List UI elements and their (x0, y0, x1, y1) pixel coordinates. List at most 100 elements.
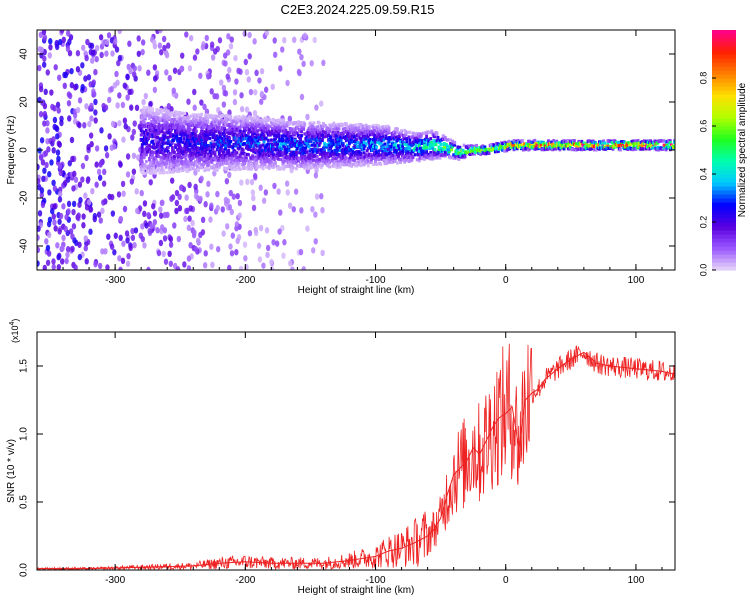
spectrogram-ridge-cell (240, 157, 244, 161)
spectrogram-ridge-cell (415, 136, 419, 140)
spectrogram-ridge-cell (218, 135, 222, 139)
spectrogram-ridge-cell (413, 153, 417, 157)
spectrogram-ridge-cell (158, 160, 162, 165)
spectrogram-ridge-cell (255, 161, 259, 165)
spectrogram-noise-cell (106, 32, 112, 39)
spectrogram-noise-cell (311, 247, 316, 254)
spectrogram-ridge-cell (432, 150, 436, 154)
spectrogram-ridge-cell (152, 171, 156, 175)
spectrogram-ridge-cell (580, 139, 584, 144)
spectrogram-noise-cell (121, 240, 126, 247)
spectrogram-ridge-cell (158, 162, 162, 167)
spectrogram-ridge-cell (246, 144, 249, 148)
spectrogram-noise-cell (200, 44, 206, 51)
spectrogram-noise-cell (65, 251, 70, 259)
spectrogram-ridge-cell (146, 114, 149, 118)
spectrogram-ridge-cell (338, 164, 342, 169)
spectrogram-ridge-cell (259, 144, 263, 148)
spectrogram-ridge-cell (389, 137, 393, 141)
spectrogram-ridge-cell (178, 114, 182, 118)
spectrogram-ridge-cell (328, 140, 332, 144)
spectrogram-noise-cell (297, 69, 302, 77)
spectrogram-ridge-cell (605, 146, 609, 150)
spectrogram-ridge-cell (483, 145, 487, 149)
spectrogram-noise-cell (155, 227, 160, 234)
spectrogram-ridge-cell (155, 125, 159, 130)
spectrogram-ridge-cell (311, 132, 315, 136)
spectrogram-ridge-cell (330, 159, 334, 163)
spectrogram-noise-cell (217, 37, 223, 44)
spectrogram-noise-cell (71, 185, 76, 192)
spectrogram-ridge-cell (238, 167, 242, 171)
spectrogram-ridge-cell (353, 134, 357, 139)
spectrogram-ridge-cell (309, 137, 313, 142)
spectrogram-ridge-cell (353, 143, 357, 148)
spectrogram-ridge-cell (566, 144, 570, 148)
spectrogram-ridge-cell (566, 139, 570, 143)
spectrogram-ridge-cell (212, 127, 216, 131)
spectrogram-noise-cell (199, 175, 204, 182)
spectrogram-noise-cell (37, 210, 43, 217)
spectrogram-noise-cell (177, 205, 183, 212)
spectrogram-noise-cell (174, 189, 180, 197)
spectrogram-ridge-cell (160, 138, 164, 142)
spectrogram-noise-cell (187, 181, 192, 189)
spectrogram-noise-cell (200, 229, 206, 236)
spectrogram-ridge-cell (210, 121, 214, 125)
spectrogram-ridge-cell (251, 165, 255, 169)
spectrogram-noise-cell (232, 89, 238, 96)
spectrogram-ridge-cell (431, 155, 435, 159)
spectrogram-ridge-cell (289, 121, 293, 125)
spectrogram-noise-cell (106, 233, 111, 240)
spectrogram-ridge-cell (351, 127, 355, 131)
spectrogram-ridge-cell (317, 143, 321, 147)
spectrogram-ridge-cell (152, 120, 156, 124)
spectrogram-ridge-cell (333, 164, 337, 168)
spectrogram-ridge-cell (139, 109, 143, 113)
spectrogram-ridge-cell (259, 126, 263, 131)
spectrogram-noise-cell (146, 211, 151, 219)
spectrogram-ridge-cell (344, 156, 348, 160)
spectrogram-noise-cell (214, 93, 220, 100)
spectrogram-ridge-cell (327, 148, 331, 152)
spectrogram-ridge-cell (323, 135, 326, 139)
spectrogram-ridge-cell (341, 141, 345, 146)
spectrogram-ridge-cell (140, 125, 144, 129)
spectrogram-noise-cell (89, 140, 94, 148)
spectrogram-ridge-cell (196, 124, 199, 129)
spectrogram-ridge-cell (315, 154, 319, 159)
spectrogram-ridge-cell (435, 132, 439, 136)
spectrogram-ridge-cell (219, 158, 223, 162)
spectrogram-noise-cell (121, 136, 126, 143)
spectrogram-ridge-cell (159, 110, 163, 114)
spectrogram-ridge-cell (386, 124, 390, 128)
spectrogram-ridge-cell (171, 117, 174, 122)
spectrogram-ridge-cell (407, 143, 411, 147)
spectrogram-ridge-cell (252, 116, 256, 120)
spectrogram-noise-cell (320, 249, 325, 257)
spectrogram-ridge-cell (164, 141, 168, 145)
spectrogram-ridge-cell (303, 154, 307, 159)
spectrogram-ridge-cell (354, 153, 358, 157)
spectrogram-ridge-cell (528, 147, 532, 151)
spectrogram-noise-cell (166, 103, 172, 110)
spectrogram-ridge-cell (416, 133, 420, 138)
spectrogram-noise-cell (102, 168, 107, 176)
spectrogram-ridge-cell (542, 142, 546, 146)
spectrogram-noise-cell (55, 242, 60, 249)
spectrogram-noise-cell (52, 219, 57, 226)
spectrogram-ridge-cell (198, 158, 201, 162)
spectrogram-ridge-cell (215, 167, 219, 172)
spectrogram-ridge-cell (374, 147, 377, 151)
spectrogram-ridge-cell (150, 150, 153, 154)
spectrogram-ridge-cell (308, 122, 312, 126)
spectrogram-ridge-cell (468, 152, 472, 156)
spectrogram-noise-cell (285, 79, 290, 87)
spectrogram-ridge-cell (373, 150, 376, 155)
spectrogram-ridge-cell (394, 149, 398, 153)
spectrogram-ridge-cell (316, 125, 320, 129)
spectrogram-ridge-cell (297, 133, 300, 138)
spectrogram-ridge-cell (228, 122, 232, 127)
spectrogram-ridge-cell (241, 159, 245, 163)
spectrogram-ridge-cell (276, 121, 280, 125)
